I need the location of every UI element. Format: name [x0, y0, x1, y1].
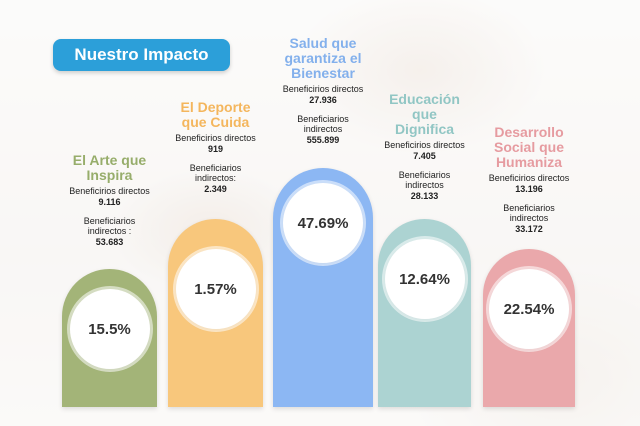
page-title: Nuestro Impacto [74, 45, 209, 64]
category-title: El Deporte que Cuida [160, 100, 271, 130]
indirect-beneficiaries-value: 53.683 [95, 236, 124, 247]
indirect-beneficiaries-value: 2.349 [204, 183, 227, 194]
category-info: El Deporte que Cuida Beneficirios directos… [160, 100, 271, 195]
page-title-badge: Nuestro Impacto [53, 39, 230, 71]
direct-beneficiaries-value: 27.936 [309, 94, 337, 105]
category-title-line: Humaniza [495, 154, 563, 170]
category-info: El Arte que Inspira Beneficirios directos 9… [54, 153, 165, 248]
indirect-label-line: Beneficiarios [189, 162, 242, 173]
bar-value-label: 1.57% [175, 249, 256, 329]
indirect-label-line: indirectos [509, 213, 549, 223]
indirect-label-line: indirectos [405, 180, 444, 190]
indirect-beneficiaries-value: 28.133 [410, 190, 439, 201]
category-title-line: El Arte que [72, 152, 147, 168]
category-title-line: garantiza el [284, 50, 362, 66]
spacer [160, 155, 271, 163]
category-title-line: Desarrollo [494, 124, 564, 140]
category-info: Educación que Dignifica Beneficirios direct… [370, 92, 479, 202]
category-title: Educación que Dignifica [370, 92, 479, 137]
direct-beneficiaries-value: 7.405 [413, 150, 436, 161]
spacer [370, 162, 479, 170]
indirect-label-line: Beneficiarios [83, 215, 136, 226]
direct-beneficiaries-label: Beneficirios directos [384, 140, 465, 150]
bar-value-label: 47.69% [283, 183, 363, 263]
indirect-label-line: Beneficiarios [398, 169, 451, 180]
indirect-label-line: indirectos [303, 124, 343, 134]
category-title-line: que Cuida [181, 114, 250, 130]
spacer [54, 208, 165, 216]
category-title: El Arte que Inspira [54, 153, 165, 183]
bar-value-label: 15.5% [69, 289, 150, 369]
bar-value-label: 12.64% [384, 239, 465, 319]
direct-beneficiaries-label: Beneficirios directos [488, 173, 570, 183]
direct-beneficiaries-value: 9.116 [98, 196, 121, 207]
category-title-line: que [412, 106, 437, 122]
direct-beneficiaries-value: 919 [207, 143, 224, 154]
indirect-beneficiaries-label: Beneficiarios indirectos [265, 114, 381, 135]
indirect-label-line: Beneficiarios [297, 113, 349, 124]
indirect-beneficiaries-label: Beneficiarios indirectos: [160, 163, 271, 184]
direct-beneficiaries-label: Beneficirios directos [69, 186, 150, 196]
indirect-beneficiaries-label: Beneficiarios indirectos [370, 170, 479, 191]
category-info: Salud que garantiza el Bienestar Beneficiri… [265, 36, 381, 146]
direct-beneficiaries-label: Beneficirios directos [282, 84, 364, 94]
category-title-line: Educación [389, 91, 460, 107]
bar-value-label: 22.54% [489, 269, 569, 349]
direct-beneficiaries-value: 13.196 [515, 183, 543, 194]
category-title: Desarrollo Social que Humaniza [475, 125, 583, 170]
indirect-label-line: indirectos: [194, 173, 237, 183]
category-title: Salud que garantiza el Bienestar [265, 36, 381, 81]
indirect-label-line: indirectos : [87, 226, 132, 236]
category-title-line: Inspira [86, 167, 133, 183]
indirect-beneficiaries-label: Beneficiarios indirectos [475, 203, 583, 224]
indirect-beneficiaries-value: 33.172 [515, 223, 543, 234]
spacer [475, 195, 583, 203]
category-info: Desarrollo Social que Humaniza Beneficirios… [475, 125, 583, 235]
category-title-line: Bienestar [291, 65, 355, 81]
indirect-beneficiaries-value: 555.899 [306, 134, 340, 145]
category-title-line: Social que [493, 139, 565, 155]
category-title-line: Dignifica [394, 121, 455, 137]
spacer [265, 106, 381, 114]
category-title-line: El Deporte [180, 99, 251, 115]
category-title-line: Salud que [289, 35, 357, 51]
direct-beneficiaries-label: Beneficirios directos [175, 133, 256, 143]
indirect-beneficiaries-label: Beneficiarios indirectos : [54, 216, 165, 237]
indirect-label-line: Beneficiarios [503, 202, 555, 213]
